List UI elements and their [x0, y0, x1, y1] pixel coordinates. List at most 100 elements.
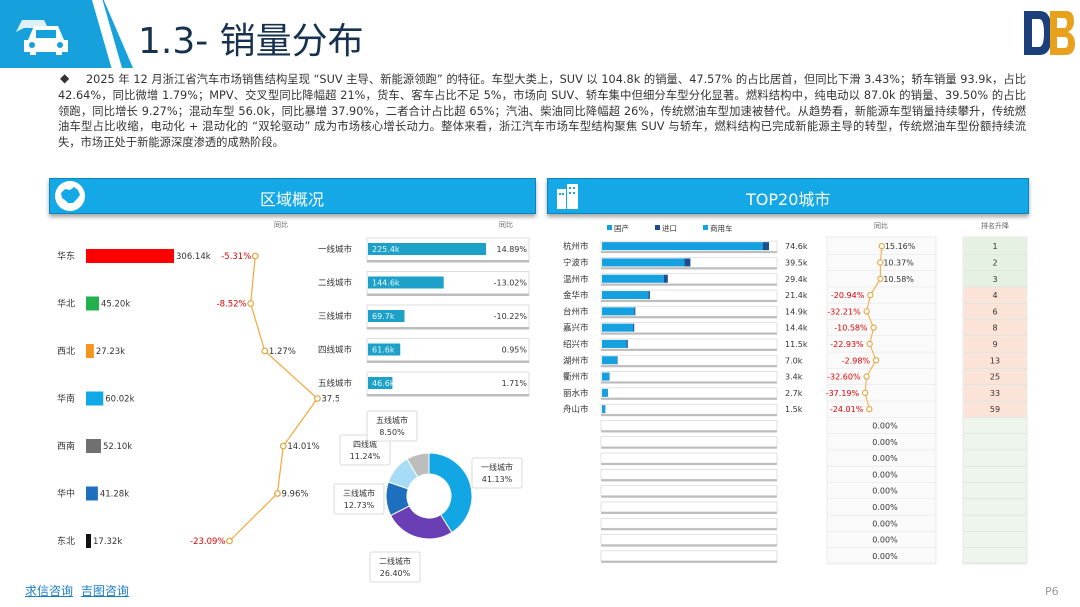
- region-yoy-label: -23.09%: [190, 537, 225, 547]
- tier-value-label: 69.7k: [372, 312, 395, 321]
- region-value-label: 52.10k: [103, 442, 132, 452]
- donut-value-label: 12.73%: [344, 501, 375, 510]
- footer-link-jitu[interactable]: 吉图咨询: [80, 584, 129, 598]
- summary-bullet: ◆: [60, 71, 70, 85]
- rank-value: 4: [992, 291, 997, 300]
- city-yoy-label: -24.01%: [830, 405, 864, 414]
- tier-label: 三线城市: [318, 311, 353, 322]
- rank-value: 1: [992, 242, 997, 251]
- city-bar-shadow: [601, 267, 777, 270]
- city-value-label: 3.4k: [785, 373, 803, 382]
- region-yoy-point: [274, 490, 281, 497]
- region-bar: [86, 249, 174, 263]
- tier-value-label: 46.6k: [372, 379, 395, 388]
- donut-callout-box: [333, 483, 385, 515]
- city-label: 杭州市: [563, 241, 589, 252]
- tier-value-label: 61.6k: [372, 346, 395, 355]
- city-yoy-empty-label: 0.00%: [872, 519, 898, 528]
- region-yoy-point: [226, 537, 233, 545]
- region-label: 西南: [57, 440, 75, 452]
- tier-value-label: 144.6k: [372, 279, 400, 288]
- rank-cell: [964, 320, 1026, 336]
- region-value-label: 27.23k: [96, 347, 125, 357]
- city-yoy-label: 10.58%: [883, 275, 914, 284]
- city-bar-shadow: [601, 463, 777, 466]
- city-bar-shadow: [601, 316, 777, 319]
- tier-bar: [368, 310, 405, 322]
- city-yoy-point: [878, 243, 886, 250]
- city-bar-shadow: [601, 283, 777, 286]
- legend-label: 进口: [662, 224, 677, 233]
- rank-cell: [964, 401, 1026, 417]
- city-yoy-header: 同比: [874, 221, 888, 230]
- city-bar-frame: [600, 501, 778, 513]
- region-bar: [86, 486, 98, 501]
- city-value-label: 14.9k: [785, 307, 808, 316]
- rank-value: 9: [992, 340, 997, 349]
- city-yoy-point: [867, 291, 874, 299]
- tier-label: 五线城市: [318, 378, 353, 389]
- city-bar-shadow: [601, 332, 777, 335]
- city-bar-imported: [762, 242, 769, 251]
- donut-value-label: 11.24%: [350, 452, 381, 461]
- city-bar-frame: [600, 485, 778, 496]
- city-bar-domestic: [602, 242, 763, 251]
- city-bar-domestic: [602, 339, 627, 348]
- city-bar-shadow: [601, 511, 777, 514]
- legend-swatch: [703, 225, 708, 230]
- tier-shadow: [367, 327, 529, 330]
- donut-label: 四线城: [353, 439, 377, 449]
- city-yoy-point: [861, 389, 869, 396]
- city-label: 绍兴市: [563, 339, 589, 350]
- region-label: 华南: [57, 393, 75, 405]
- rank-cell: [964, 238, 1026, 254]
- city-value-label: 2.7k: [785, 389, 803, 398]
- city-label: 嘉兴市: [563, 323, 589, 334]
- city-value-label: 39.5k: [785, 258, 808, 267]
- city-yoy-point: [866, 405, 873, 413]
- city-yoy-point: [877, 275, 884, 282]
- region-yoy-label: -8.52%: [217, 300, 247, 310]
- footer-link-qiuxin[interactable]: 求信咨询: [25, 584, 74, 598]
- city-bar-domestic: [602, 291, 649, 300]
- tier-label: 一线城市: [318, 244, 353, 255]
- region-yoy-point: [313, 395, 321, 402]
- city-bar-frame: [600, 322, 778, 333]
- region-bar: [86, 534, 91, 548]
- city-bar-shadow: [601, 397, 777, 400]
- tier-yoy-label: 14.89%: [496, 245, 527, 254]
- city-value-label: 14.4k: [785, 324, 808, 333]
- donut-label: 二线城市: [379, 556, 411, 566]
- city-bar-frame: [600, 387, 778, 399]
- tier-bar: [368, 343, 401, 356]
- legend-swatch: [607, 225, 612, 230]
- page-number: P6: [1045, 585, 1059, 598]
- city-bar-shadow: [601, 381, 777, 384]
- region-value-label: 306.14k: [176, 252, 211, 262]
- city-bar-frame: [600, 517, 778, 529]
- tier-label: 四线城市: [318, 345, 353, 356]
- city-yoy-empty-label: 0.00%: [872, 503, 898, 512]
- city-yoy-label: -32.60%: [827, 373, 861, 382]
- region-yoy-point: [261, 347, 269, 355]
- city-bar-imported: [626, 339, 628, 348]
- left-panel-header: 区域概况: [49, 178, 536, 214]
- city-bar-frame: [600, 469, 778, 480]
- legend-label: 商用车: [710, 223, 733, 233]
- city-bar-imported: [663, 274, 668, 283]
- tier-shadow: [367, 293, 529, 296]
- city-bar-frame: [600, 534, 778, 545]
- city-yoy-label: 10.37%: [883, 258, 914, 267]
- city-yoy-empty-label: 0.00%: [872, 536, 898, 545]
- rank-cell: [964, 336, 1026, 352]
- city-yoy-label: -20.94%: [831, 291, 865, 300]
- city-yoy-label: -10.58%: [834, 324, 868, 333]
- city-yoy-point: [870, 324, 877, 331]
- rank-cell: [964, 303, 1026, 319]
- city-value-label: 11.5k: [785, 340, 808, 349]
- tier-yoy-label: -13.02%: [494, 279, 528, 288]
- donut-value-label: 41.13%: [482, 475, 513, 484]
- left-panel-title: 区域概况: [260, 190, 325, 209]
- city-yoy-point: [877, 259, 884, 266]
